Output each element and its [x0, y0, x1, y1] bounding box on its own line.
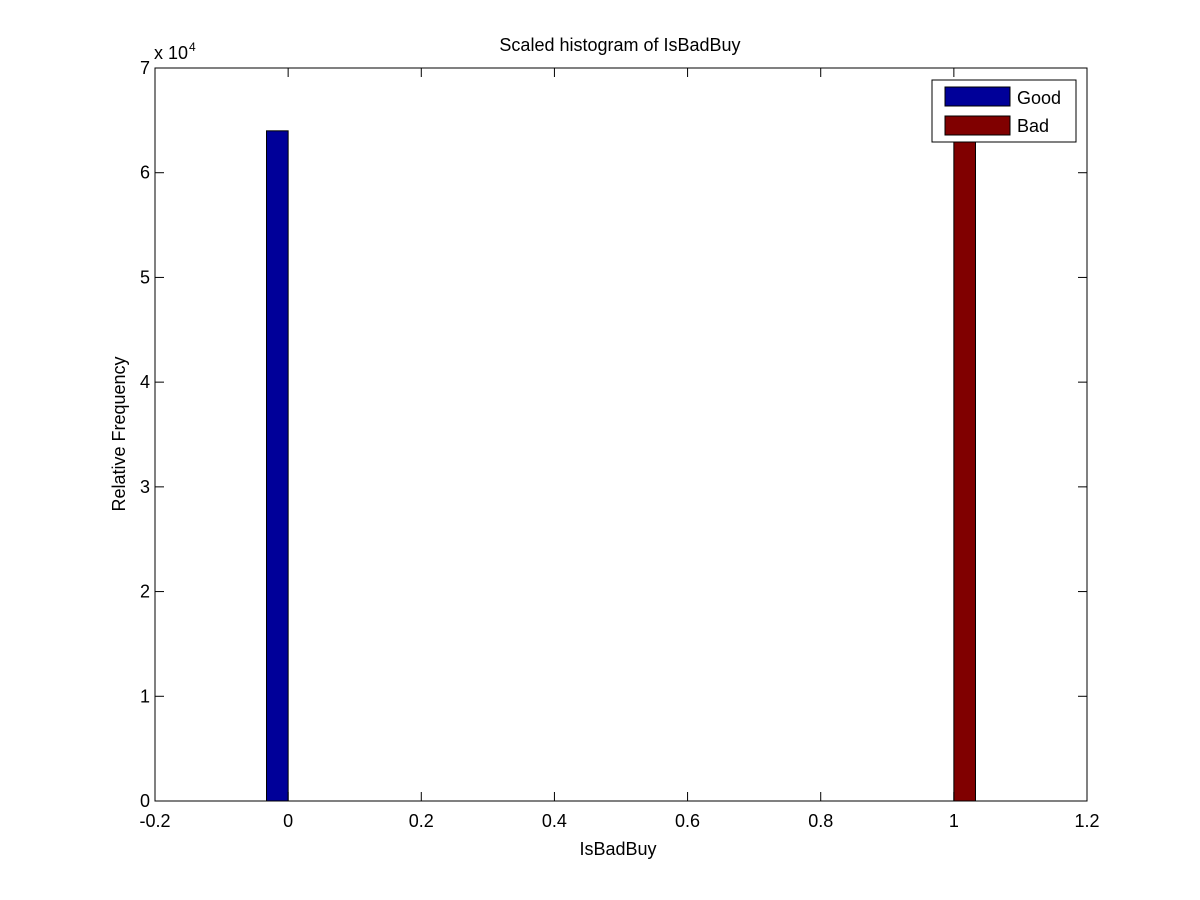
bars-layer: [266, 130, 976, 802]
legend: Good Bad: [931, 79, 1077, 143]
y-tick-label: 7: [140, 58, 150, 78]
bar-good-0: [266, 130, 289, 802]
y-tick-label: 1: [140, 686, 150, 706]
legend-label-bad: Bad: [1017, 116, 1049, 136]
x-tick-label: 1.2: [1074, 811, 1099, 831]
plot-area: [154, 67, 1088, 802]
x-tick-label: 0.4: [542, 811, 567, 831]
legend-swatch-bad: [944, 115, 1011, 136]
y-tick-label: 5: [140, 267, 150, 287]
y-tick-label: 0: [140, 791, 150, 811]
y-exponent-base: x 10: [154, 43, 188, 63]
x-tick-label: -0.2: [139, 811, 170, 831]
chart-title: Scaled histogram of IsBadBuy: [499, 35, 740, 55]
x-tick-label: 0.2: [409, 811, 434, 831]
x-axis-label: IsBadBuy: [579, 839, 656, 859]
x-tick-label: 0: [283, 811, 293, 831]
x-tick-label: 1: [949, 811, 959, 831]
y-axis-ticks: 0 1 2 3 4 5 6 7: [140, 58, 1087, 811]
y-axis-label: Relative Frequency: [109, 356, 129, 511]
legend-label-good: Good: [1017, 88, 1061, 108]
bar-bad-0: [953, 140, 976, 802]
x-tick-label: 0.6: [675, 811, 700, 831]
x-tick-label: 0.8: [808, 811, 833, 831]
y-exponent-power: 4: [189, 40, 196, 54]
y-tick-label: 4: [140, 372, 150, 392]
y-axis-exponent: x 104: [154, 40, 196, 63]
axes-frame: [154, 67, 1088, 802]
legend-swatch-good: [944, 86, 1011, 107]
x-axis-ticks: -0.2 0 0.2 0.4 0.6 0.8 1 1.2: [139, 68, 1100, 831]
y-tick-label: 2: [140, 582, 150, 602]
y-tick-label: 3: [140, 477, 150, 497]
y-tick-label: 6: [140, 163, 150, 183]
